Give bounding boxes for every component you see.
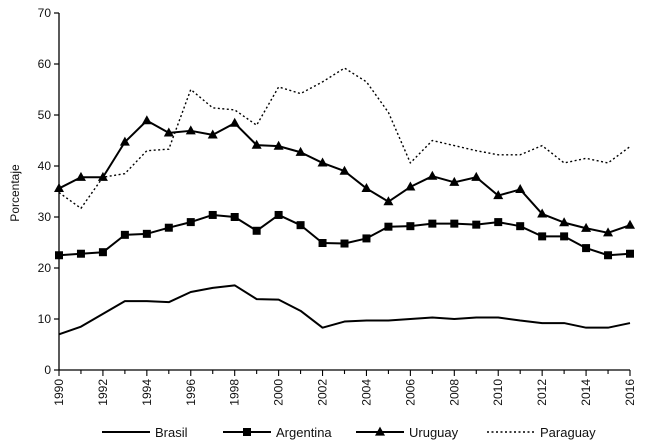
data-point-uruguay: [405, 181, 416, 191]
legend-item-argentina: Argentina: [223, 425, 332, 440]
legend-item-uruguay: Uruguay: [356, 425, 459, 440]
x-tick-label: 2010: [491, 379, 505, 406]
legend-marker-uruguay: [375, 426, 385, 436]
data-point-argentina: [560, 232, 569, 241]
data-point-argentina: [76, 249, 85, 258]
data-point-uruguay: [251, 139, 262, 149]
data-point-uruguay: [207, 129, 218, 139]
data-point-uruguay: [581, 222, 592, 232]
data-point-argentina: [120, 230, 129, 239]
data-point-uruguay: [295, 146, 306, 156]
data-point-uruguay: [625, 219, 635, 229]
y-axis-title: Porcentaje: [8, 164, 22, 222]
data-point-uruguay: [317, 157, 328, 167]
data-point-argentina: [472, 220, 481, 229]
y-tick-label: 70: [38, 6, 52, 20]
data-point-uruguay: [141, 115, 152, 125]
data-point-uruguay: [449, 176, 460, 186]
data-point-uruguay: [229, 117, 240, 127]
y-tick-label: 20: [38, 261, 52, 275]
legend-marker-argentina: [243, 428, 251, 436]
series-brasil: [58, 284, 631, 336]
series-uruguay: [54, 115, 635, 237]
data-point-uruguay: [515, 184, 526, 194]
data-point-uruguay: [361, 183, 372, 193]
data-point-argentina: [494, 218, 503, 227]
data-point-uruguay: [339, 165, 350, 175]
x-tick-label: 2012: [535, 379, 549, 406]
x-tick-label: 1996: [184, 379, 198, 406]
data-point-uruguay: [383, 196, 394, 206]
data-point-argentina: [582, 244, 591, 253]
data-point-uruguay: [427, 170, 438, 180]
data-point-uruguay: [97, 171, 108, 181]
x-tick-label: 1990: [52, 379, 66, 406]
data-point-argentina: [318, 239, 327, 248]
x-tick-label: 2008: [447, 379, 461, 406]
data-point-argentina: [208, 210, 217, 219]
legend: Brasil Argentina Uruguay Paraguay: [102, 425, 596, 440]
legend-label-argentina: Argentina: [276, 425, 332, 440]
data-point-uruguay: [493, 190, 504, 200]
data-point-argentina: [274, 210, 283, 219]
plot-area: 0 10 20 30 40 50 60 70 1990 1992 1994 1996 1998 2000 2…: [38, 6, 637, 406]
data-point-argentina: [296, 221, 305, 230]
y-tick-label: 50: [38, 108, 52, 122]
x-tick-label: 2006: [403, 379, 417, 406]
x-tick-label: 2002: [316, 379, 330, 406]
data-point-argentina: [55, 251, 63, 260]
series-paraguay: [58, 67, 631, 210]
data-point-argentina: [230, 213, 239, 221]
data-point-uruguay: [273, 140, 284, 150]
legend-item-paraguay: Paraguay: [487, 425, 596, 440]
data-point-argentina: [340, 239, 349, 248]
y-tick-label: 10: [38, 312, 52, 326]
data-point-uruguay: [603, 227, 614, 237]
data-point-argentina: [186, 218, 195, 227]
data-point-argentina: [450, 219, 459, 228]
x-tick-label: 1994: [140, 379, 154, 406]
x-tick-label: 2004: [359, 379, 373, 406]
legend-label-paraguay: Paraguay: [540, 425, 596, 440]
data-point-argentina: [362, 234, 371, 243]
x-tick-label: 1992: [96, 379, 110, 406]
data-point-argentina: [384, 222, 393, 231]
data-point-uruguay: [119, 136, 130, 146]
y-tick-label: 40: [38, 159, 52, 173]
legend-label-uruguay: Uruguay: [409, 425, 459, 440]
series-line-brasil: [58, 284, 631, 336]
series-argentina: [55, 210, 634, 260]
series-line-paraguay: [58, 67, 631, 210]
data-point-argentina: [626, 249, 634, 258]
legend-label-brasil: Brasil: [155, 425, 188, 440]
y-tick-label: 30: [38, 210, 52, 224]
data-point-argentina: [516, 222, 525, 231]
x-tick-label: 2000: [272, 379, 286, 406]
data-point-uruguay: [75, 171, 86, 181]
data-point-argentina: [406, 222, 415, 231]
data-point-argentina: [142, 229, 151, 238]
data-point-uruguay: [185, 125, 196, 135]
data-point-uruguay: [54, 183, 64, 193]
x-tick-label: 2014: [579, 379, 593, 406]
data-point-argentina: [98, 248, 107, 257]
data-point-argentina: [164, 223, 173, 232]
data-point-uruguay: [537, 208, 548, 218]
x-tick-label: 1998: [228, 379, 242, 406]
legend-item-brasil: Brasil: [102, 425, 188, 440]
data-point-uruguay: [559, 217, 570, 227]
x-tick-label: 2016: [623, 379, 637, 406]
data-point-argentina: [604, 251, 613, 260]
data-point-uruguay: [471, 171, 482, 181]
data-point-uruguay: [163, 127, 174, 137]
data-point-argentina: [252, 226, 261, 235]
y-tick-label: 60: [38, 57, 52, 71]
y-tick-label: 0: [44, 363, 51, 377]
data-point-argentina: [538, 232, 547, 241]
data-point-argentina: [428, 219, 437, 228]
